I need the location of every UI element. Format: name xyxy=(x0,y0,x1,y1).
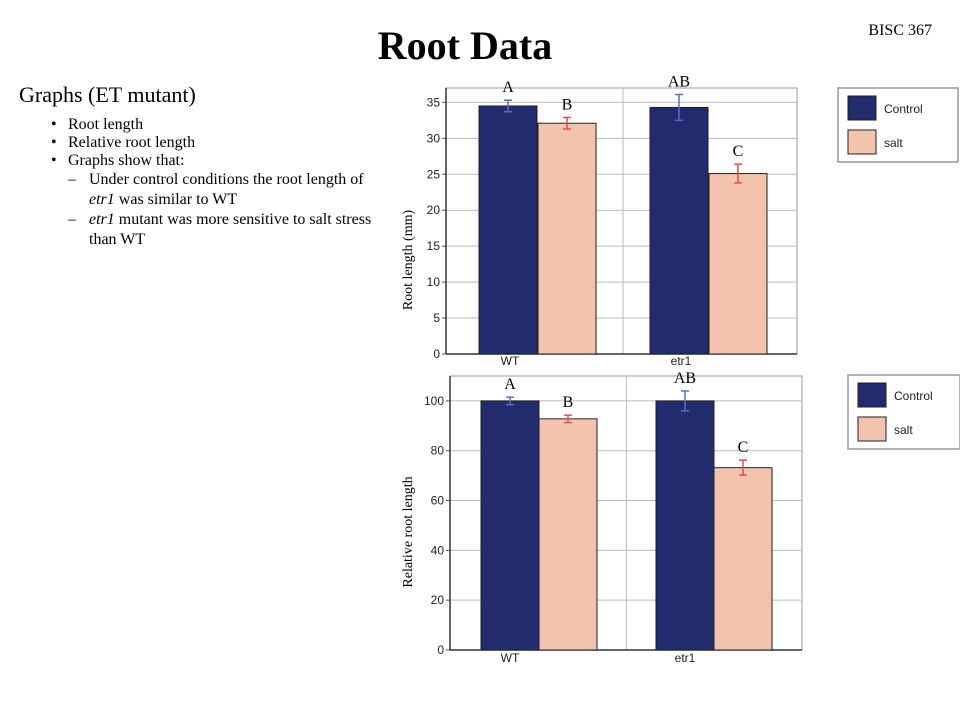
gene-name: etr1 xyxy=(89,211,115,228)
legend-swatch-control xyxy=(857,382,887,408)
control-bar-wt xyxy=(480,400,540,651)
sub-bullet-item: – etr1 mutant was more sensitive to salt… xyxy=(68,210,378,250)
y-tick-label: 60 xyxy=(431,494,445,508)
y-tick-label: 15 xyxy=(427,239,441,253)
bullet-list: Root length Relative root length Graphs … xyxy=(51,116,378,250)
x-tick-label: etr1 xyxy=(675,651,696,665)
gene-name: etr1 xyxy=(89,191,115,208)
salt-bar-etr1 xyxy=(713,467,773,651)
dash-marker: – xyxy=(68,171,76,188)
salt-bar-wt xyxy=(537,122,597,355)
significance-letter: AB xyxy=(674,370,696,387)
x-tick-label: WT xyxy=(501,354,520,368)
legend-swatch-salt xyxy=(857,416,887,442)
legend-label: salt xyxy=(884,136,903,150)
sub-bullet-text: Under control conditions the root length… xyxy=(89,171,364,188)
control-bar-etr1 xyxy=(655,400,715,651)
significance-letter: C xyxy=(733,143,744,160)
significance-letter: A xyxy=(502,79,514,96)
sub-bullet-text: was similar to WT xyxy=(114,191,238,208)
legend-swatch-control xyxy=(847,95,877,121)
significance-letter: AB xyxy=(668,73,690,90)
x-tick-label: etr1 xyxy=(671,354,692,368)
significance-letter: B xyxy=(563,394,574,411)
y-tick-label: 0 xyxy=(437,643,444,657)
significance-letter: C xyxy=(738,439,749,456)
salt-bar-wt xyxy=(538,418,598,651)
bullet-item: Graphs show that: xyxy=(51,152,378,170)
y-tick-label: 35 xyxy=(427,95,441,109)
y-tick-label: 10 xyxy=(427,275,441,289)
course-code: BISC 367 xyxy=(868,22,932,39)
y-tick-label: 25 xyxy=(427,167,441,181)
legend-label: Control xyxy=(884,102,923,116)
sub-bullet-text: mutant was more sensitive to salt stress… xyxy=(89,211,372,248)
x-tick-label: WT xyxy=(501,651,520,665)
legend-label: salt xyxy=(894,423,913,437)
y-tick-label: 5 xyxy=(433,311,440,325)
salt-bar-etr1 xyxy=(708,173,768,355)
y-tick-label: 20 xyxy=(427,203,441,217)
bullet-item: Root length xyxy=(51,116,378,134)
y-tick-label: 0 xyxy=(433,347,440,361)
y-tick-label: 20 xyxy=(431,593,445,607)
section-heading: Graphs (ET mutant) xyxy=(19,82,196,107)
y-tick-label: 30 xyxy=(427,131,441,145)
sub-bullet-item: – Under control conditions the root leng… xyxy=(68,170,378,210)
y-axis-label: Root length (mm) xyxy=(401,210,416,311)
significance-letter: A xyxy=(504,376,516,393)
legend-label: Control xyxy=(894,389,933,403)
slide-title: Root Data xyxy=(377,23,553,68)
significance-letter: B xyxy=(562,96,573,113)
bullet-item: Relative root length xyxy=(51,134,378,152)
dash-marker: – xyxy=(68,211,76,228)
control-bar-wt xyxy=(478,105,538,355)
control-bar-etr1 xyxy=(649,106,709,355)
legend-swatch-salt xyxy=(847,129,877,155)
y-tick-label: 40 xyxy=(431,543,445,557)
y-tick-label: 80 xyxy=(431,444,445,458)
y-tick-label: 100 xyxy=(424,394,444,408)
y-axis-label: Relative root length xyxy=(401,476,416,587)
